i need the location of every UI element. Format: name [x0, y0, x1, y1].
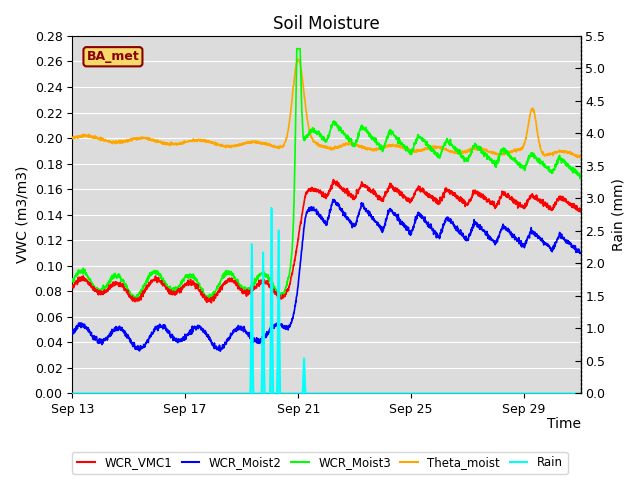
Y-axis label: VWC (m3/m3): VWC (m3/m3)	[15, 166, 29, 264]
Theta_moist	[68, 134, 76, 140]
WCR_Moist2	[216, 348, 224, 354]
WCR_Moist2	[68, 330, 76, 336]
WCR_Moist3	[469, 144, 477, 150]
WCR_VMC1	[207, 300, 215, 306]
Title: Soil Moisture: Soil Moisture	[273, 15, 380, 33]
Rain	[268, 204, 275, 210]
Rain	[577, 391, 584, 396]
WCR_Moist2	[469, 221, 477, 227]
Rain	[94, 391, 102, 396]
Text: BA_met: BA_met	[86, 50, 140, 63]
Rain	[68, 391, 76, 396]
Theta_moist	[577, 154, 584, 160]
Line: Rain: Rain	[72, 207, 580, 394]
WCR_Moist3	[204, 296, 212, 302]
WCR_VMC1	[563, 197, 570, 203]
WCR_Moist3	[316, 132, 324, 138]
WCR_VMC1	[577, 209, 584, 215]
Theta_moist	[574, 155, 582, 160]
Line: WCR_Moist2: WCR_Moist2	[72, 200, 580, 351]
Theta_moist	[563, 149, 570, 155]
Theta_moist	[469, 146, 477, 152]
Y-axis label: Rain (mm): Rain (mm)	[611, 178, 625, 251]
WCR_Moist2	[577, 250, 584, 256]
WCR_Moist2	[94, 340, 102, 346]
Theta_moist	[295, 56, 303, 62]
Rain	[469, 391, 477, 396]
WCR_Moist3	[293, 46, 301, 51]
Text: Time: Time	[547, 417, 580, 431]
WCR_Moist2	[563, 240, 570, 246]
Theta_moist	[94, 136, 102, 142]
WCR_Moist3	[94, 286, 102, 292]
Line: WCR_Moist3: WCR_Moist3	[72, 48, 580, 299]
Theta_moist	[316, 143, 324, 148]
Line: Theta_moist: Theta_moist	[72, 59, 580, 157]
Rain	[316, 391, 324, 396]
WCR_Moist2	[316, 214, 324, 219]
WCR_VMC1	[563, 198, 570, 204]
Theta_moist	[302, 108, 310, 114]
Rain	[562, 391, 570, 396]
WCR_VMC1	[68, 284, 76, 289]
WCR_VMC1	[94, 291, 102, 297]
WCR_VMC1	[330, 177, 337, 182]
WCR_VMC1	[316, 190, 324, 195]
WCR_VMC1	[302, 190, 310, 195]
Theta_moist	[562, 148, 570, 154]
WCR_Moist3	[68, 278, 76, 284]
Line: WCR_VMC1: WCR_VMC1	[72, 180, 580, 303]
Rain	[302, 391, 310, 396]
WCR_Moist2	[563, 238, 570, 243]
WCR_Moist2	[302, 211, 310, 217]
WCR_VMC1	[469, 191, 477, 196]
Legend: WCR_VMC1, WCR_Moist2, WCR_Moist3, Theta_moist, Rain: WCR_VMC1, WCR_Moist2, WCR_Moist3, Theta_…	[72, 452, 568, 474]
WCR_Moist2	[329, 197, 337, 203]
Rain	[563, 391, 570, 396]
WCR_Moist3	[577, 173, 584, 179]
WCR_Moist3	[563, 163, 570, 169]
WCR_Moist3	[563, 160, 570, 166]
WCR_Moist3	[303, 134, 310, 140]
